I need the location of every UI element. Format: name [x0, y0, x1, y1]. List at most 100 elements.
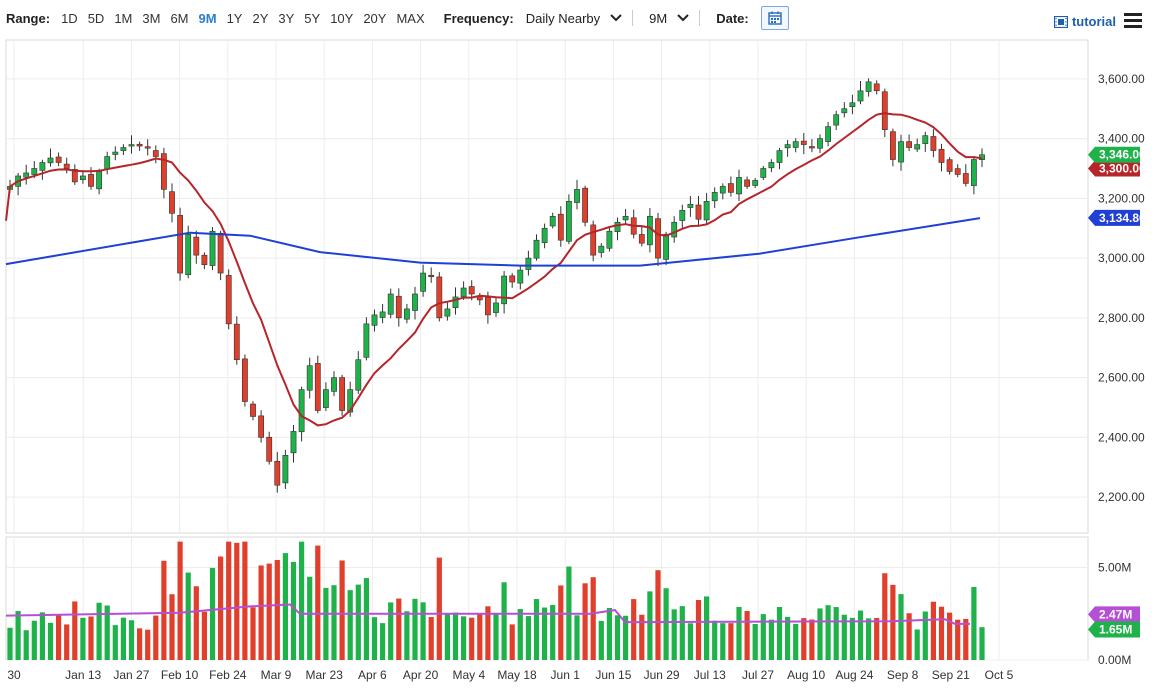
candle-body — [930, 136, 937, 151]
volume-bar — [485, 606, 491, 660]
volume-bar — [39, 612, 45, 660]
candle-body — [744, 179, 750, 187]
volume-bar — [258, 565, 264, 660]
candle-body — [71, 169, 78, 183]
hamburger-menu-icon[interactable] — [1124, 10, 1142, 31]
volume-bar — [339, 560, 345, 660]
x-tick-label: Jul 13 — [694, 668, 726, 682]
value-badge-shape — [1088, 209, 1140, 226]
volume-bar — [299, 541, 305, 660]
volume-bar — [647, 591, 653, 660]
chevron-down-icon — [677, 14, 689, 22]
calendar-button[interactable] — [760, 6, 789, 30]
range-button-1m[interactable]: 1M — [114, 10, 133, 26]
volume-bar — [72, 601, 78, 660]
toolbar: Range: 1D 5D 1M 3M 6M 9M 1Y 2Y 3Y 5Y 10Y 20Y MAX Fre… — [0, 0, 1152, 36]
candle-body — [873, 83, 880, 92]
range-button-1y[interactable]: 1Y — [226, 10, 243, 26]
candle-body — [792, 141, 799, 148]
volume-bar — [282, 553, 288, 660]
volume-bar — [517, 609, 523, 660]
volume-bar — [347, 590, 353, 660]
candle-body — [509, 275, 516, 283]
value-badge-shape — [1088, 621, 1140, 638]
volume-bar — [525, 616, 531, 660]
volume-bar — [23, 630, 29, 660]
volume-bar — [371, 617, 378, 660]
volume-bar — [201, 611, 207, 660]
candle-body — [47, 157, 54, 164]
x-tick-label: Jun 1 — [551, 668, 581, 682]
candle-body — [663, 233, 669, 260]
range-button-5y[interactable]: 5Y — [304, 10, 321, 26]
volume-bar — [88, 616, 94, 660]
x-tick-label: Sep 8 — [887, 668, 919, 682]
range-button-10y[interactable]: 10Y — [330, 10, 354, 26]
date-label: Date: — [716, 10, 749, 26]
calendar-icon — [768, 11, 782, 25]
candle-body — [23, 172, 30, 178]
volume-bar — [947, 612, 953, 660]
x-tick-label: Jan 27 — [113, 668, 149, 682]
candle-body — [606, 230, 613, 249]
candle-body — [841, 108, 848, 114]
volume-bar — [64, 624, 70, 660]
value-badge-label: 3,346.00 — [1099, 148, 1146, 162]
period-value: 9M — [649, 10, 668, 26]
volume-bar — [874, 618, 880, 660]
candle-body — [614, 221, 621, 233]
range-button-6m[interactable]: 6M — [170, 10, 189, 26]
candle-body — [703, 201, 710, 221]
candle-body — [436, 276, 443, 319]
range-button-3m[interactable]: 3M — [142, 10, 161, 26]
candle-body — [598, 245, 605, 253]
volume-bar — [704, 596, 710, 660]
range-button-1d[interactable]: 1D — [61, 10, 78, 26]
volume-bar — [955, 619, 961, 660]
candle-body — [776, 150, 783, 163]
range-button-5d[interactable]: 5D — [87, 10, 105, 26]
candle-body — [331, 377, 337, 392]
candle-body — [954, 168, 961, 175]
volume-bar — [96, 602, 102, 660]
candle-body — [768, 162, 775, 169]
value-badge: 3,346.00 — [1088, 146, 1146, 163]
volume-bar — [56, 614, 62, 660]
range-button-3y[interactable]: 3Y — [278, 10, 295, 26]
x-tick-label: Aug 10 — [787, 668, 825, 682]
frequency-select[interactable]: Daily Nearby — [526, 11, 622, 26]
candle-body — [468, 286, 475, 295]
candle-body — [484, 297, 491, 316]
volume-bar — [412, 598, 418, 660]
price-panel-frame — [5, 39, 1089, 534]
range-button-2y[interactable]: 2Y — [252, 10, 269, 26]
volume-bar — [7, 627, 13, 660]
candle-body — [719, 186, 726, 194]
x-tick-label: Jun 15 — [595, 668, 631, 682]
range-button-20y[interactable]: 20Y — [363, 10, 387, 26]
candle-body — [371, 314, 378, 326]
value-badge-label: 1.65M — [1099, 622, 1132, 636]
candle-body — [96, 171, 102, 190]
candle-body — [646, 215, 653, 246]
volume-bar — [906, 613, 912, 660]
period-select[interactable]: 9M — [649, 11, 689, 26]
volume-bar — [930, 601, 936, 660]
volume-bar — [671, 609, 677, 660]
candle-body — [104, 156, 111, 170]
x-tick-label: 30 — [7, 668, 21, 682]
volume-bar — [744, 611, 750, 660]
candle-body — [533, 239, 540, 259]
volume-bar — [266, 563, 272, 660]
candle-body — [760, 168, 767, 178]
y-tick-label: 2,400.00 — [1098, 430, 1145, 444]
candle-body — [217, 232, 224, 274]
volume-bar — [687, 623, 693, 660]
volume-bar — [444, 613, 450, 660]
range-button-9m[interactable]: 9M — [198, 10, 217, 26]
value-badge-label: 3,134.86 — [1099, 211, 1146, 225]
range-button-max[interactable]: MAX — [396, 10, 425, 26]
volume-bar — [866, 618, 872, 660]
tutorial-link[interactable]: tutorial — [1053, 14, 1116, 29]
divider — [699, 10, 701, 26]
